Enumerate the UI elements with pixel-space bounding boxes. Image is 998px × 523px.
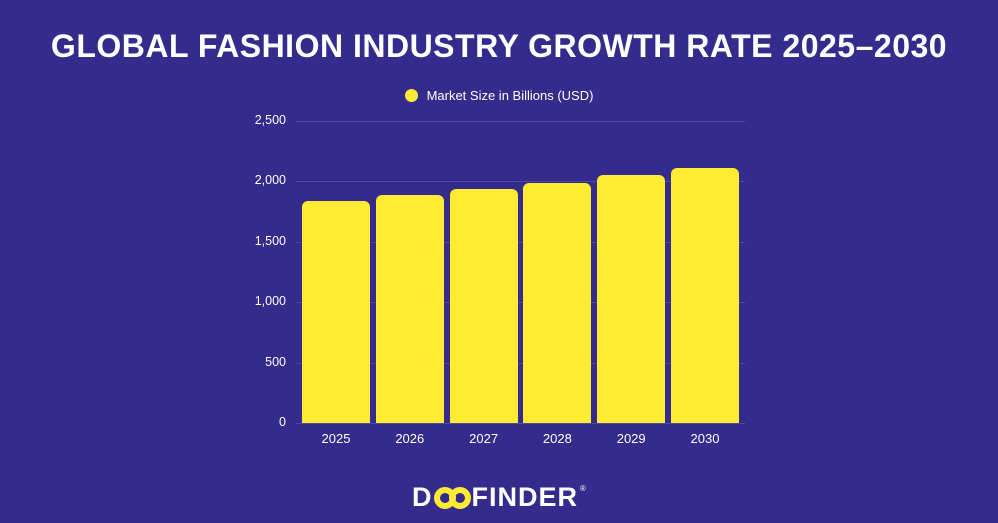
gridline [296,241,745,243]
bar-2028 [523,182,592,423]
x-axis-tick-label: 2028 [542,431,572,446]
logo-text-d: D [412,482,433,512]
y-axis-tick-label: 1,000 [254,294,286,309]
gridline [296,302,745,304]
x-axis-tick-label: 2030 [690,431,720,446]
y-axis: 2,500 2,000 1,500 1,000 500 0 [230,113,286,429]
gridline [296,423,745,424]
y-axis-tick-label: 0 [279,415,286,429]
gridline [296,362,745,364]
x-axis-tick-label: 2026 [395,431,425,446]
y-axis-tick-label: 1,500 [254,233,286,248]
y-axis-tick-label: 500 [265,354,286,369]
bar-2026 [375,194,444,423]
x-axis-tick-label: 2029 [616,431,646,446]
bar-2027 [449,188,518,423]
page-title: GLOBAL FASHION INDUSTRY GROWTH RATE 2025… [50,28,948,64]
legend: Market Size in Billions (USD) [0,88,998,103]
logo-infinity-icon [433,486,471,509]
doofinder-logo: D FINDER ® [0,482,998,513]
bar-2029 [597,175,666,423]
x-axis-tick-label: 2025 [321,431,351,446]
y-axis-tick-label: 2,000 [254,173,286,188]
legend-dot-icon [404,89,418,102]
gridline [296,181,745,183]
bar-2030 [671,168,739,423]
logo-ring-right-icon [448,486,471,509]
logo-text-finder: FINDER [471,482,579,512]
gridline [296,121,745,122]
legend-label: Market Size in Billions (USD) [426,88,594,103]
bar-2025 [302,200,370,423]
plot-area: 2025 2026 2027 2028 2029 2030 [296,121,745,446]
y-axis-tick-label: 2,500 [254,113,286,127]
x-axis-tick-label: 2027 [469,431,499,446]
registered-trademark: ® [580,484,586,493]
